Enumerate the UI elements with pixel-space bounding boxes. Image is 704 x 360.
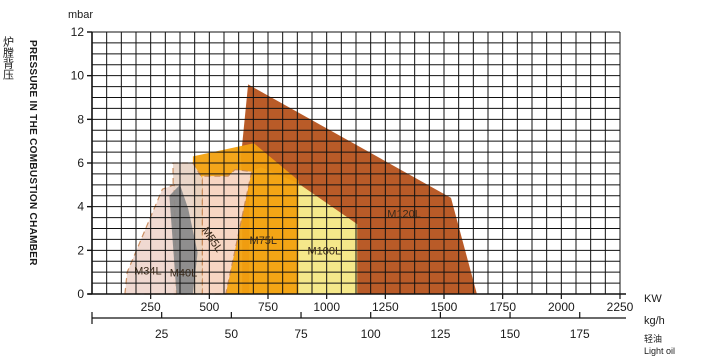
- x-tick-flow-label: 25: [155, 327, 169, 341]
- y-axis-title-cn: 炉膛背压: [2, 36, 15, 81]
- x-tick-flow-label: 100: [361, 327, 381, 341]
- x-tick-flow-label: 75: [294, 327, 308, 341]
- x-tick-power-label: 1250: [372, 300, 399, 314]
- y-tick-label: 8: [77, 112, 84, 126]
- x-tick-power-label: 2250: [607, 300, 634, 314]
- x-tick-power-label: 2000: [548, 300, 575, 314]
- series-label-m75l: M75L: [250, 235, 278, 247]
- y-tick-label: 6: [77, 156, 84, 170]
- fuel-label: Light oil: [644, 346, 675, 356]
- series-label-m34l: M34L: [134, 265, 162, 277]
- x-axis-flow-ticks: 25 50 75 100 125 150 175: [155, 312, 590, 341]
- y-axis-title: PRESSURE IN THE COMBUSTION CHAMBER: [27, 40, 38, 266]
- series-label-m120l: M120L: [387, 209, 421, 221]
- x-tick-flow-label: 150: [500, 327, 520, 341]
- series-layer: [124, 84, 477, 295]
- x-tick-power-label: 1000: [313, 300, 340, 314]
- x-tick-flow-label: 50: [225, 327, 239, 341]
- y-tick-label: 0: [77, 287, 84, 301]
- y-axis-title-cn-text: 炉膛背压: [2, 36, 15, 81]
- y-tick-label: 12: [71, 25, 85, 39]
- x-axis-unit-flow: kg/h: [644, 315, 665, 327]
- series-label-m100l: M100L: [307, 246, 341, 258]
- x-tick-flow-label: 175: [570, 327, 590, 341]
- series-label-m40l: M40L: [170, 268, 198, 280]
- x-axis-power-ticks: 250 500 750 1000 1250 1500 1750 2000 2250: [141, 294, 634, 314]
- y-tick-label: 10: [71, 69, 85, 83]
- y-tick-label: 2: [77, 243, 84, 257]
- y-axis-ticks: 0 2 4 6 8 10 12: [71, 25, 92, 301]
- x-axis-unit-power: KW: [644, 293, 662, 305]
- x-tick-power-label: 500: [199, 300, 219, 314]
- x-tick-power-label: 1750: [489, 300, 516, 314]
- y-axis-unit: mbar: [68, 9, 93, 21]
- x-tick-power-label: 750: [258, 300, 278, 314]
- y-tick-label: 4: [77, 200, 84, 214]
- fuel-label-cn: 轻油: [644, 333, 662, 345]
- x-tick-power-label: 250: [141, 300, 161, 314]
- x-tick-power-label: 1500: [431, 300, 458, 314]
- x-tick-flow-label: 125: [430, 327, 450, 341]
